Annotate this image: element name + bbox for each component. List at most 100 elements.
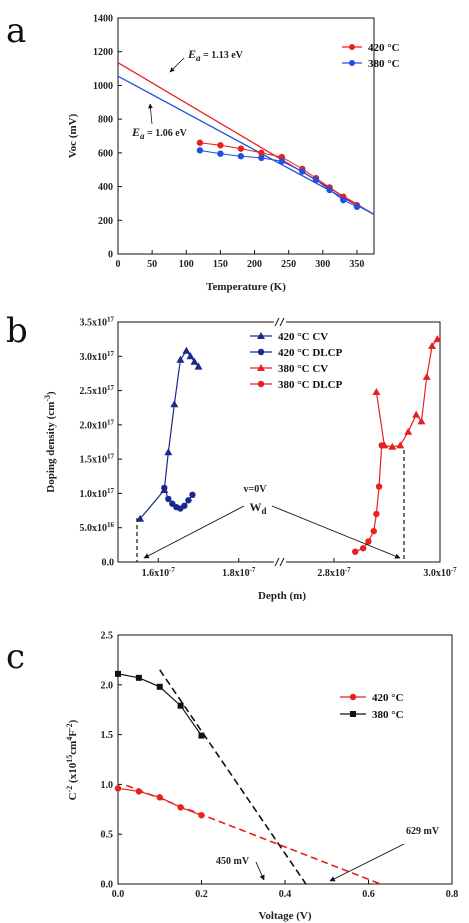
chart-a-xtick-label: 50 bbox=[147, 259, 157, 270]
chart-c-xtick-label: 0.0 bbox=[112, 889, 125, 900]
chart-c-xtick-label: 0.6 bbox=[362, 889, 375, 900]
chart-b-point bbox=[417, 417, 426, 425]
chart-b-x-ticks: 1.6x10-7 1.8x10-7 2.8x10-7 3.0x10-7 bbox=[142, 558, 457, 579]
chart-b-arrow-right bbox=[271, 505, 401, 559]
chart-c-ytick-label: 2.5 bbox=[101, 631, 114, 642]
chart-b-point bbox=[161, 484, 168, 492]
chart-b-point bbox=[189, 491, 196, 498]
legend-a-380-label: 380 °C bbox=[368, 58, 400, 70]
chart-b-y-ticks: 0.0 5.0x1016 1.0x1017 1.5x1017 2.0x1017 2.5x1… bbox=[80, 316, 122, 569]
chart-b-point bbox=[396, 441, 405, 449]
chart-a-series-line bbox=[199, 142, 358, 206]
chart-b-point bbox=[373, 510, 380, 518]
chart-a-ytick-label: 1200 bbox=[93, 47, 113, 58]
chart-b-ytick-label: 1.5x1017 bbox=[80, 453, 115, 466]
chart-c-arrow-450 bbox=[255, 861, 265, 881]
chart-a-point bbox=[326, 186, 333, 194]
chart-c-annotation-450: 450 mV bbox=[216, 856, 250, 867]
chart-b-point bbox=[185, 497, 192, 504]
chart-c-arrow-629 bbox=[329, 843, 405, 882]
chart-b-ytick-label: 2.5x1017 bbox=[80, 384, 115, 397]
chart-a-ytick-label: 800 bbox=[98, 115, 113, 126]
chart-b-series bbox=[136, 335, 442, 555]
chart-b-point bbox=[428, 342, 437, 349]
chart-b-point bbox=[404, 427, 413, 435]
legend-b-420dlcp-marker bbox=[257, 348, 265, 356]
chart-c-point bbox=[177, 804, 184, 811]
chart-b-point bbox=[359, 545, 367, 552]
chart-c-point bbox=[115, 670, 121, 677]
chart-a-ytick-label: 400 bbox=[98, 182, 113, 193]
chart-a-y-ticks: 0 200 400 600 800 1000 1200 1400 bbox=[93, 14, 122, 261]
chart-c-fit-lines bbox=[126, 669, 381, 885]
chart-b-xtick-label: 3.0x10-7 bbox=[423, 566, 457, 579]
legend-c-380-label: 380 °C bbox=[372, 709, 404, 721]
chart-a-frame bbox=[117, 17, 375, 255]
chart-c: 0.0 0.5 1.0 1.5 2.0 2.5 0.0 0.2 0.4 0.6 0.8 Volta… bbox=[65, 631, 458, 923]
chart-b-point bbox=[136, 514, 145, 522]
legend-b-380cv-marker bbox=[257, 364, 265, 371]
chart-a-point bbox=[217, 150, 224, 157]
panel-label-a: a bbox=[6, 11, 26, 51]
chart-b-point bbox=[194, 362, 203, 370]
chart-b-ytick-label: 2.0x1017 bbox=[80, 418, 115, 431]
chart-c-y-ticks: 0.0 0.5 1.0 1.5 2.0 2.5 bbox=[101, 631, 122, 891]
chart-a: 0 200 400 600 800 1000 1200 1400 0 50 100 150 200 25… bbox=[67, 14, 400, 294]
chart-a-series-line bbox=[199, 149, 358, 208]
chart-c-xtick-label: 0.8 bbox=[446, 889, 459, 900]
chart-c-annotation-629: 629 mV bbox=[406, 826, 440, 837]
chart-c-ytick-label: 0.5 bbox=[101, 830, 114, 841]
chart-a-xtick-label: 200 bbox=[247, 259, 262, 270]
legend-a-420-label: 420 °C bbox=[368, 42, 400, 54]
chart-b-xtick-label: 1.8x10-7 bbox=[222, 566, 256, 579]
chart-b-legend: 420 °C CV 420 °C DLCP 380 °C CV 380 °C D… bbox=[250, 331, 343, 391]
chart-c-point bbox=[156, 683, 163, 690]
legend-c-380-marker bbox=[350, 711, 356, 717]
chart-a-point bbox=[258, 149, 265, 157]
chart-c-ylabel: C-2 (x1015cm4F-2) bbox=[65, 719, 79, 800]
chart-b-ytick-label: 0.0 bbox=[102, 558, 115, 569]
chart-b-point bbox=[165, 495, 172, 503]
chart-b-point bbox=[170, 400, 179, 408]
chart-b-point bbox=[190, 357, 199, 365]
legend-c-420-marker bbox=[349, 693, 357, 701]
chart-b-ytick-label: 3.5x1017 bbox=[80, 316, 115, 329]
legend-a-420-marker bbox=[349, 44, 355, 50]
chart-b-point bbox=[433, 335, 442, 343]
chart-b-series-line bbox=[354, 445, 383, 553]
chart-a-annotation-ea-106: Ea = 1.06 eV bbox=[131, 125, 188, 141]
chart-a-series bbox=[196, 139, 361, 210]
legend-b-380dlcp-marker bbox=[257, 380, 265, 388]
panel-label-c: c bbox=[6, 637, 25, 677]
chart-b-point bbox=[422, 372, 431, 380]
chart-c-x-ticks: 0.0 0.2 0.4 0.6 0.8 bbox=[112, 880, 459, 900]
chart-c-ytick-label: 2.0 bbox=[101, 680, 114, 691]
chart-c-series bbox=[114, 670, 205, 819]
chart-a-xtick-label: 100 bbox=[179, 259, 194, 270]
legend-a-380-marker bbox=[349, 60, 355, 66]
chart-a-point bbox=[237, 153, 245, 160]
chart-a-arrow-106 bbox=[148, 103, 153, 125]
chart-a-point bbox=[258, 154, 265, 162]
chart-a-point bbox=[196, 147, 204, 154]
chart-c-point bbox=[156, 794, 163, 801]
legend-b-380dlcp-label: 380 °C DLCP bbox=[278, 379, 343, 391]
chart-b-ytick-label: 1.0x1017 bbox=[80, 487, 115, 500]
chart-a-xtick-label: 150 bbox=[213, 259, 228, 270]
chart-a-ytick-label: 1000 bbox=[93, 81, 113, 92]
chart-a-fit-line bbox=[117, 75, 375, 215]
legend-b-380cv-label: 380 °C CV bbox=[278, 363, 328, 375]
chart-b-axis-break bbox=[274, 317, 286, 567]
chart-a-xtick-label: 300 bbox=[315, 259, 330, 270]
chart-b-ytick-label: 3.0x1017 bbox=[80, 350, 115, 363]
chart-c-point bbox=[198, 732, 205, 739]
chart-a-point bbox=[340, 196, 347, 204]
chart-b-point bbox=[181, 502, 188, 509]
chart-c-ytick-label: 1.0 bbox=[101, 780, 114, 791]
chart-b-point bbox=[388, 442, 397, 450]
chart-c-point bbox=[198, 812, 205, 819]
chart-c-fit-line bbox=[159, 669, 307, 885]
chart-a-point bbox=[353, 203, 361, 210]
chart-c-xtick-label: 0.2 bbox=[195, 889, 208, 900]
chart-a-xtick-label: 350 bbox=[349, 259, 364, 270]
